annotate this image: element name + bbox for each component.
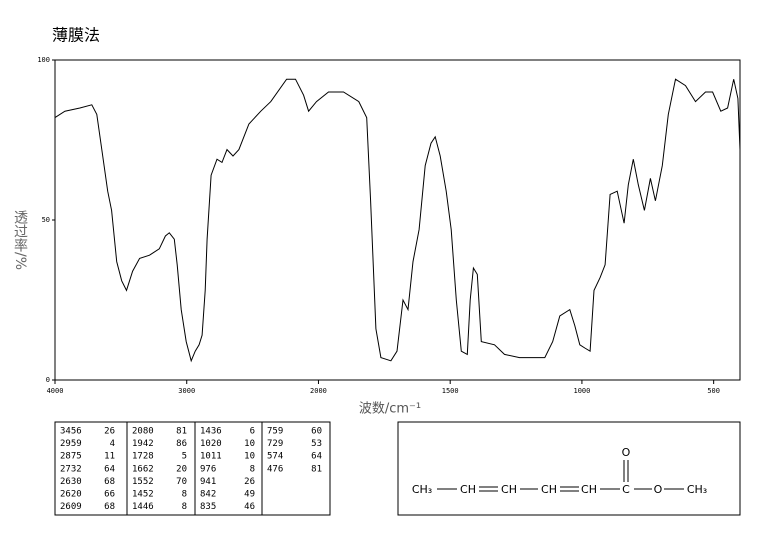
peak-wavenumber: 842 bbox=[200, 490, 216, 500]
peak-wavenumber: 2620 bbox=[60, 490, 82, 500]
peak-wavenumber: 1446 bbox=[132, 502, 154, 512]
peak-wavenumber: 2080 bbox=[132, 427, 154, 437]
bonds bbox=[437, 460, 684, 492]
structure-group: C bbox=[622, 483, 630, 496]
structure-group: CH bbox=[581, 483, 597, 496]
peak-transmittance: 64 bbox=[104, 464, 115, 474]
peak-wavenumber: 2875 bbox=[60, 452, 82, 462]
y-tick-label: 50 bbox=[42, 216, 50, 224]
peak-transmittance: 60 bbox=[311, 427, 322, 437]
structure-frame bbox=[397, 421, 741, 516]
peak-transmittance: 64 bbox=[311, 452, 322, 462]
peak-transmittance: 53 bbox=[311, 439, 322, 449]
peak-wavenumber: 1942 bbox=[132, 439, 154, 449]
chart-title: 薄膜法 bbox=[52, 26, 100, 45]
peak-wavenumber: 1011 bbox=[200, 452, 222, 462]
x-tick-label: 1500 bbox=[442, 387, 459, 395]
peak-wavenumber: 2959 bbox=[60, 439, 82, 449]
peak-wavenumber: 1662 bbox=[132, 464, 154, 474]
peak-wavenumber: 835 bbox=[200, 502, 216, 512]
peak-transmittance: 5 bbox=[182, 452, 187, 462]
y-axis-label: 透过率/% bbox=[12, 210, 28, 270]
peak-transmittance: 10 bbox=[244, 439, 255, 449]
spectrum-line bbox=[54, 78, 741, 363]
x-axis-label: 波数/cm⁻¹ bbox=[359, 402, 421, 417]
peak-transmittance: 6 bbox=[250, 427, 255, 437]
peak-transmittance: 8 bbox=[250, 464, 255, 474]
peak-wavenumber: 1436 bbox=[200, 427, 222, 437]
peak-transmittance: 10 bbox=[244, 452, 255, 462]
peak-transmittance: 20 bbox=[176, 464, 187, 474]
x-tick-label: 3000 bbox=[178, 387, 195, 395]
structure-group: CH bbox=[501, 483, 517, 496]
peak-wavenumber: 941 bbox=[200, 477, 216, 487]
peak-wavenumber: 476 bbox=[267, 464, 283, 474]
peak-transmittance: 49 bbox=[244, 490, 255, 500]
peak-transmittance: 26 bbox=[244, 477, 255, 487]
peak-transmittance: 68 bbox=[104, 502, 115, 512]
structure-group: CH₃ bbox=[687, 483, 707, 496]
peak-table-frame bbox=[54, 421, 331, 516]
peak-transmittance: 8 bbox=[182, 502, 187, 512]
peak-transmittance: 70 bbox=[176, 477, 187, 487]
x-tick-label: 2000 bbox=[310, 387, 327, 395]
peak-wavenumber: 574 bbox=[267, 452, 283, 462]
carbonyl-oxygen: O bbox=[622, 446, 631, 459]
peak-transmittance: 8 bbox=[182, 490, 187, 500]
structure-group: O bbox=[654, 483, 663, 496]
x-tick-label: 1000 bbox=[573, 387, 590, 395]
structure-group: CH₃ bbox=[412, 483, 432, 496]
peak-transmittance: 11 bbox=[104, 452, 115, 462]
x-tick-label: 500 bbox=[707, 387, 720, 395]
peak-transmittance: 68 bbox=[104, 477, 115, 487]
structure-group: CH bbox=[460, 483, 476, 496]
peak-wavenumber: 2732 bbox=[60, 464, 82, 474]
peak-transmittance: 4 bbox=[110, 439, 115, 449]
peak-wavenumber: 1728 bbox=[132, 452, 154, 462]
peak-transmittance: 81 bbox=[311, 464, 322, 474]
peak-transmittance: 66 bbox=[104, 490, 115, 500]
peak-transmittance: 86 bbox=[176, 439, 187, 449]
peak-transmittance: 26 bbox=[104, 427, 115, 437]
peak-wavenumber: 1452 bbox=[132, 490, 154, 500]
peak-transmittance: 81 bbox=[176, 427, 187, 437]
plot-frame bbox=[54, 59, 741, 381]
structure-group: CH bbox=[541, 483, 557, 496]
y-tick-label: 100 bbox=[37, 56, 50, 64]
x-tick-label: 4000 bbox=[47, 387, 64, 395]
peak-wavenumber: 2630 bbox=[60, 477, 82, 487]
peak-wavenumber: 1552 bbox=[132, 477, 154, 487]
peak-transmittance: 46 bbox=[244, 502, 255, 512]
peak-wavenumber: 2609 bbox=[60, 502, 82, 512]
peak-wavenumber: 3456 bbox=[60, 427, 82, 437]
peak-wavenumber: 1020 bbox=[200, 439, 222, 449]
peak-wavenumber: 759 bbox=[267, 427, 283, 437]
y-tick-label: 0 bbox=[46, 376, 50, 384]
peak-wavenumber: 976 bbox=[200, 464, 216, 474]
peak-wavenumber: 729 bbox=[267, 439, 283, 449]
